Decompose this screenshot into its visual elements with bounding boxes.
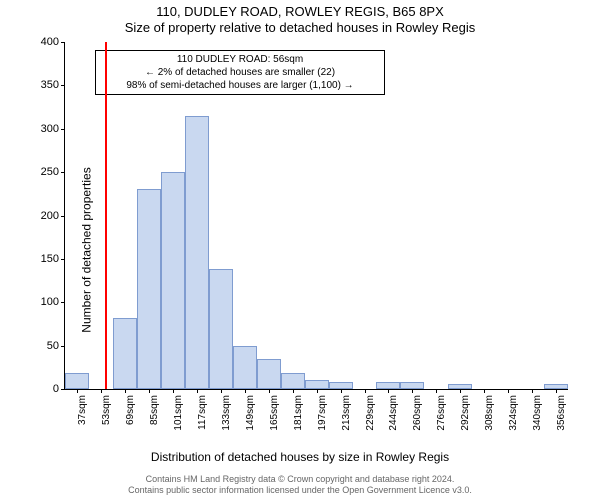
histogram-bar	[329, 382, 353, 389]
ytick-label: 300	[41, 123, 59, 135]
histogram-bar	[161, 172, 185, 389]
xtick-label: 37sqm	[77, 395, 88, 425]
ytick-label: 50	[47, 340, 59, 352]
xtick-label: 213sqm	[341, 395, 352, 431]
ytick-label: 0	[53, 383, 59, 395]
chart-title-main: 110, DUDLEY ROAD, ROWLEY REGIS, B65 8PX	[0, 4, 600, 19]
xtick-label: 292sqm	[460, 395, 471, 431]
xtick-label: 276sqm	[436, 395, 447, 431]
xtick-mark	[245, 389, 246, 393]
histogram-bar	[281, 373, 305, 389]
xtick-label: 260sqm	[412, 395, 423, 431]
ytick-mark	[61, 346, 65, 347]
xtick-label: 101sqm	[173, 395, 184, 431]
xtick-mark	[197, 389, 198, 393]
xtick-label: 308sqm	[484, 395, 495, 431]
xtick-mark	[173, 389, 174, 393]
xtick-label: 340sqm	[532, 395, 543, 431]
ytick-mark	[61, 389, 65, 390]
ytick-mark	[61, 216, 65, 217]
ytick-label: 250	[41, 166, 59, 178]
xtick-label: 69sqm	[125, 395, 136, 425]
chart-title-sub: Size of property relative to detached ho…	[0, 20, 600, 35]
xtick-mark	[365, 389, 366, 393]
xtick-label: 181sqm	[293, 395, 304, 431]
histogram-bar	[448, 384, 472, 389]
xtick-mark	[460, 389, 461, 393]
ytick-label: 200	[41, 210, 59, 222]
xtick-mark	[484, 389, 485, 393]
ytick-label: 400	[41, 36, 59, 48]
xtick-label: 324sqm	[508, 395, 519, 431]
xtick-mark	[317, 389, 318, 393]
histogram-bar	[400, 382, 424, 389]
xtick-mark	[149, 389, 150, 393]
x-axis-label: Distribution of detached houses by size …	[0, 450, 600, 464]
xtick-mark	[101, 389, 102, 393]
ytick-label: 100	[41, 296, 59, 308]
ytick-label: 150	[41, 253, 59, 265]
xtick-mark	[269, 389, 270, 393]
callout-box: 110 DUDLEY ROAD: 56sqm ← 2% of detached …	[95, 50, 385, 95]
histogram-bar	[257, 359, 281, 389]
ytick-mark	[61, 302, 65, 303]
xtick-mark	[388, 389, 389, 393]
xtick-label: 356sqm	[556, 395, 567, 431]
xtick-mark	[508, 389, 509, 393]
chart-container: 110, DUDLEY ROAD, ROWLEY REGIS, B65 8PX …	[0, 0, 600, 500]
histogram-bar	[544, 384, 568, 389]
marker-line	[105, 42, 107, 389]
plot-area: 110 DUDLEY ROAD: 56sqm ← 2% of detached …	[64, 42, 568, 390]
ytick-mark	[61, 172, 65, 173]
histogram-bar	[65, 373, 89, 389]
attribution-line-2: Contains public sector information licen…	[0, 485, 600, 496]
xtick-mark	[341, 389, 342, 393]
ytick-mark	[61, 129, 65, 130]
callout-line-1: 110 DUDLEY ROAD: 56sqm	[102, 53, 378, 66]
ytick-mark	[61, 259, 65, 260]
histogram-bar	[233, 346, 257, 389]
xtick-label: 133sqm	[221, 395, 232, 431]
xtick-mark	[532, 389, 533, 393]
xtick-mark	[556, 389, 557, 393]
histogram-bar	[113, 318, 137, 389]
histogram-bar	[305, 380, 329, 389]
xtick-mark	[77, 389, 78, 393]
xtick-mark	[412, 389, 413, 393]
xtick-label: 165sqm	[269, 395, 280, 431]
xtick-label: 85sqm	[149, 395, 160, 425]
callout-line-3: 98% of semi-detached houses are larger (…	[102, 79, 378, 92]
ytick-mark	[61, 85, 65, 86]
xtick-label: 244sqm	[388, 395, 399, 431]
attribution-line-1: Contains HM Land Registry data © Crown c…	[0, 474, 600, 485]
xtick-mark	[125, 389, 126, 393]
xtick-label: 229sqm	[365, 395, 376, 431]
xtick-label: 53sqm	[101, 395, 112, 425]
histogram-bar	[376, 382, 400, 389]
histogram-bar	[209, 269, 233, 389]
xtick-mark	[293, 389, 294, 393]
ytick-label: 350	[41, 79, 59, 91]
xtick-mark	[436, 389, 437, 393]
xtick-label: 149sqm	[245, 395, 256, 431]
xtick-label: 197sqm	[317, 395, 328, 431]
histogram-bar	[137, 189, 161, 389]
attribution-text: Contains HM Land Registry data © Crown c…	[0, 474, 600, 497]
xtick-mark	[221, 389, 222, 393]
xtick-label: 117sqm	[197, 395, 208, 430]
histogram-bar	[185, 116, 209, 389]
callout-line-2: ← 2% of detached houses are smaller (22)	[102, 66, 378, 79]
ytick-mark	[61, 42, 65, 43]
